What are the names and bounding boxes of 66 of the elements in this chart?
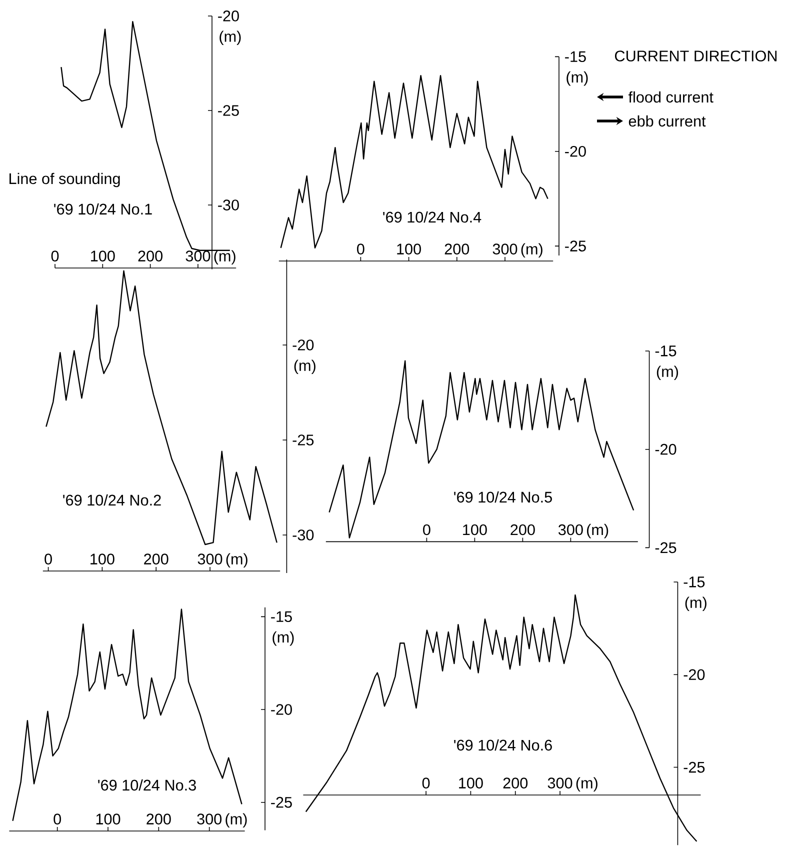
y-axis-title: (m) [566, 71, 588, 86]
y-axis-title: (m) [656, 366, 678, 380]
y-tick-label: -20 [271, 704, 292, 715]
x-tick-label: 100 [90, 554, 114, 564]
y-axis-title: (m) [220, 30, 241, 45]
y-tick-label: -30 [292, 530, 314, 540]
y-tick-label: -25 [271, 796, 292, 808]
text: '69 10/24 No.6 [454, 739, 552, 751]
annotation: Line of sounding [10, 172, 120, 188]
x-axis-title: (m) [587, 524, 608, 538]
x-tick-label: 0 [44, 554, 52, 564]
y-tick-label: -20 [218, 10, 239, 22]
x-tick-label: 300 [558, 524, 583, 536]
y-tick-label: -30 [218, 200, 239, 210]
y-tick-label: -15 [684, 576, 705, 588]
y-tick-label: -25 [684, 762, 705, 773]
x-tick-label: 100 [397, 244, 421, 254]
y-tick-label: -25 [292, 434, 314, 446]
x-tick-label: 300 [186, 250, 210, 262]
y-axis-title: (m) [272, 631, 294, 646]
y-axis-title: (m) [685, 596, 706, 611]
x-tick-label: 300 [198, 554, 222, 564]
x-tick-label: 200 [146, 814, 171, 824]
y-tick-label: -15 [271, 611, 292, 622]
x-tick-label: 100 [463, 524, 487, 536]
text: '69 10/24 No.3 [98, 779, 196, 791]
x-tick-label: 100 [96, 814, 120, 824]
x-axis-title: (m) [226, 553, 248, 568]
y-tick-label: -20 [565, 146, 586, 157]
y-tick-label: -25 [655, 542, 676, 554]
y-tick-label: -25 [565, 240, 586, 252]
y-tick-label: -20 [684, 669, 705, 680]
x-tick-label: 300 [548, 778, 572, 788]
x-tick-label: 200 [138, 250, 162, 262]
x-axis-title: (m) [576, 777, 598, 792]
x-tick-label: 100 [459, 778, 483, 788]
y-tick-label: -15 [655, 346, 676, 356]
x-tick-label: 0 [51, 250, 59, 262]
y-tick-label: -25 [218, 105, 239, 116]
line-series [328, 360, 634, 538]
y-tick-label: -20 [655, 444, 676, 455]
y-tick-label: -20 [292, 340, 314, 350]
x-tick-label: 300 [197, 814, 222, 824]
text: '69 10/24 No.5 [454, 491, 552, 503]
x-axis-title: (m) [214, 250, 236, 265]
line-series [46, 270, 278, 546]
y-axis-title: (m) [294, 360, 316, 374]
text: '69 10/24 No.1 [54, 203, 152, 215]
x-tick-label: 100 [91, 250, 115, 262]
x-axis-title: (m) [521, 243, 542, 258]
x-tick-label: 200 [503, 778, 528, 788]
x-tick-label: 0 [357, 244, 364, 254]
x-tick-label: 300 [492, 244, 518, 254]
x-tick-label: 200 [510, 524, 535, 536]
y-tick-label: -15 [565, 51, 586, 62]
x-tick-label: 200 [444, 244, 470, 254]
text: '69 10/24 No.4 [383, 211, 482, 223]
x-tick-label: 0 [54, 814, 61, 824]
text: ebb current [628, 115, 706, 127]
text: CURRENT DIRECTION [615, 50, 777, 62]
x-axis-title: (m) [226, 813, 247, 828]
x-tick-label: 200 [144, 554, 168, 564]
text: flood current [628, 91, 714, 103]
text: '69 10/24 No.2 [63, 494, 161, 506]
x-tick-label: 0 [423, 524, 430, 536]
x-tick-label: 0 [422, 778, 430, 788]
